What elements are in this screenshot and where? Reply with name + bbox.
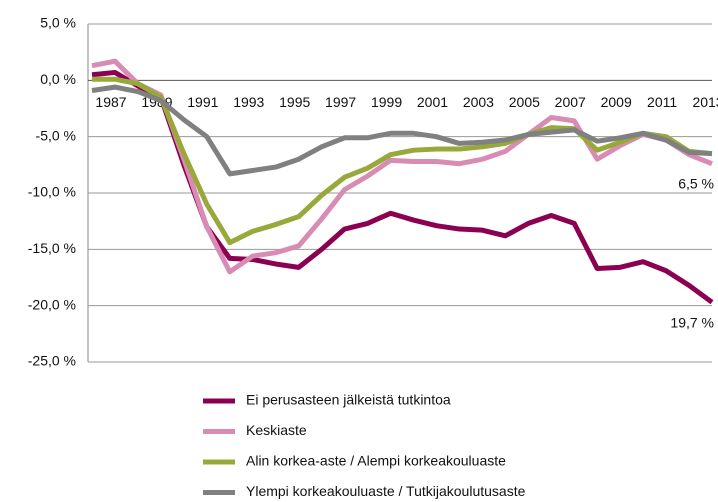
x-tick-label: 2011 xyxy=(647,94,677,110)
series-line xyxy=(91,84,713,177)
y-tick-label: -10,0 % xyxy=(28,184,76,200)
y-tick-label: -25,0 % xyxy=(28,353,76,369)
x-tick-label: 1991 xyxy=(187,94,218,110)
y-tick-label: -5,0 % xyxy=(36,127,76,143)
legend-label: Keskiaste xyxy=(246,422,307,438)
x-tick-label: 2009 xyxy=(601,94,632,110)
legend-label: Alin korkea-aste / Alempi korkeakouluast… xyxy=(246,453,506,469)
x-tick-label: 2001 xyxy=(417,94,448,110)
x-tick-label: 2003 xyxy=(463,94,494,110)
legend-label: Ylempi korkeakouluaste / Tutkijakoulutus… xyxy=(246,483,526,499)
y-tick-label: 5,0 % xyxy=(40,15,76,31)
series-line xyxy=(92,76,713,246)
x-tick-label: 1987 xyxy=(95,94,126,110)
legend-label: Ei perusasteen jälkeistä tutkintoa xyxy=(246,392,451,408)
y-tick-label: -20,0 % xyxy=(28,296,76,312)
x-tick-label: 2005 xyxy=(509,94,540,110)
annotation: 19,7 % xyxy=(670,315,714,331)
series-line xyxy=(91,58,713,275)
x-tick-label: 1997 xyxy=(325,94,356,110)
x-tick-label: 2007 xyxy=(555,94,586,110)
x-tick-label: 2013 xyxy=(692,94,718,110)
x-tick-label: 1999 xyxy=(371,94,402,110)
x-tick-label: 1993 xyxy=(233,94,264,110)
annotation: 6,5 % xyxy=(678,176,714,192)
y-tick-label: -15,0 % xyxy=(28,240,76,256)
y-tick-label: 0,0 % xyxy=(40,71,76,87)
x-tick-label: 1995 xyxy=(279,94,310,110)
